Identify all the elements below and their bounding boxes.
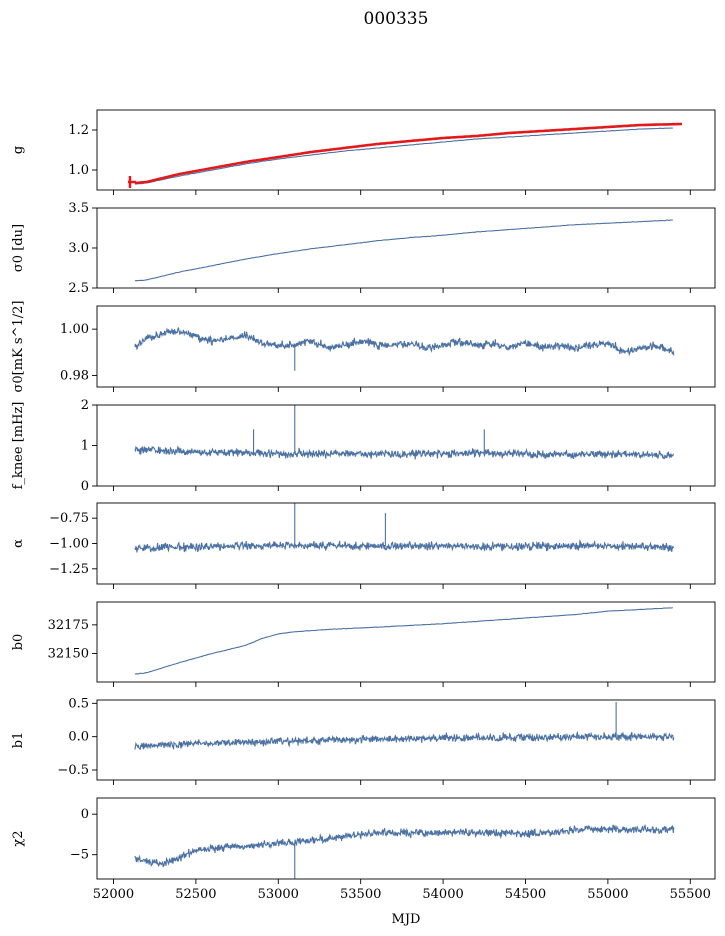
- y-tick-label: 1.00: [60, 322, 89, 337]
- x-tick-label: 53500: [340, 887, 381, 902]
- y-tick-label: 0: [81, 807, 89, 822]
- plot-frame: [96, 109, 716, 191]
- y-tick-label: 32175: [48, 618, 89, 633]
- y-tick-label: 1.2: [68, 123, 89, 138]
- series-line: [134, 327, 675, 357]
- y-axis-label: χ2: [11, 830, 26, 846]
- y-axis-label: σ0 [du]: [11, 224, 26, 272]
- plot-frame: [96, 797, 716, 880]
- y-tick-label: 2: [81, 398, 89, 413]
- y-tick-label: −1.25: [49, 562, 89, 577]
- x-tick-label: 55000: [587, 887, 628, 902]
- figure-title: 000335: [364, 9, 429, 29]
- plot-frame: [96, 305, 716, 388]
- y-axis-label: b0: [11, 634, 26, 651]
- x-tick-label: 55500: [670, 887, 711, 902]
- series-line: [134, 219, 673, 282]
- panel-3: 0.98 1.00 σ0[mK s^1/2]: [11, 301, 716, 393]
- y-tick-label: 2.5: [68, 281, 89, 296]
- y-tick-label: −5: [70, 848, 89, 863]
- panel-stack: 1.0 1.2 g 2.5 3.0 3.5 σ0 [du] 0.98 1.00 σ0[mK s^1…: [11, 109, 716, 902]
- series-line: [134, 607, 673, 675]
- series-line: [134, 824, 675, 868]
- y-tick-label: 1: [81, 439, 89, 454]
- panel-8: −5 0 52000 52500 53000 53500 54000 54500 55000 55…: [11, 797, 716, 902]
- y-axis-label: f_knee [mHz]: [11, 402, 26, 490]
- panel-2: 2.5 3.0 3.5 σ0 [du]: [11, 201, 716, 296]
- y-tick-label: 32150: [48, 646, 89, 661]
- y-tick-label: 3.5: [68, 201, 89, 216]
- panel-6: 32150 32175 b0: [11, 601, 716, 687]
- panel-7: −0.5 0.0 0.5 b1: [11, 696, 716, 785]
- panel-4: 0 1 2 f_knee [mHz]: [11, 398, 716, 494]
- series-line: [134, 539, 675, 553]
- y-tick-label: 1.0: [68, 163, 89, 178]
- y-tick-label: 0.0: [68, 730, 89, 745]
- y-tick-label: 0.98: [60, 368, 89, 383]
- y-tick-label: −0.75: [49, 511, 89, 526]
- y-tick-label: 3.0: [68, 241, 89, 256]
- y-axis-label: b1: [11, 732, 26, 749]
- y-axis-label: α: [11, 539, 26, 548]
- y-tick-label: −0.5: [57, 763, 89, 778]
- x-tick-label: 53000: [258, 887, 299, 902]
- series-line: [134, 445, 675, 460]
- plot-frame: [96, 601, 716, 683]
- x-tick-label: 52500: [175, 887, 216, 902]
- fit-line: [134, 122, 682, 185]
- panel-5: −1.25 −1.00 −0.75 α: [11, 502, 716, 589]
- plot-frame: [96, 207, 716, 289]
- x-tick-label: 52000: [93, 887, 134, 902]
- panel-1: 1.0 1.2 g: [11, 109, 716, 195]
- series-line: [134, 730, 675, 750]
- x-axis-label: MJD: [392, 912, 421, 927]
- series-line: [134, 127, 673, 185]
- x-tick-label: 54000: [422, 887, 463, 902]
- y-axis-label: σ0[mK s^1/2]: [11, 301, 26, 393]
- x-tick-label: 54500: [505, 887, 546, 902]
- y-tick-label: 0.5: [68, 696, 89, 711]
- plot-frame: [96, 404, 716, 487]
- y-axis-label: g: [11, 146, 26, 154]
- y-tick-label: −1.00: [49, 537, 89, 552]
- plot-frame: [96, 699, 716, 781]
- y-tick-label: 0: [81, 479, 89, 494]
